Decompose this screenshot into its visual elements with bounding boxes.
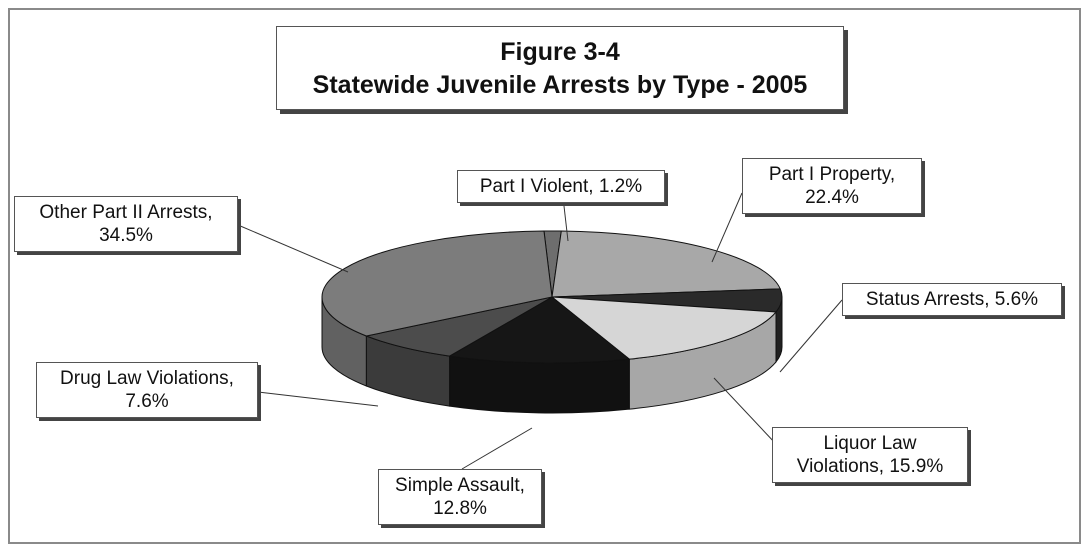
pie-slice-drug-law-violations [364,296,553,357]
pie-slice-simple-assault [448,296,631,364]
leader-lines [237,192,843,470]
label-status-arrests-line-1: Status Arrests, 5.6% [865,289,1039,310]
leader-line-other-part-ii [237,224,349,273]
label-drug-law-line-2: 7.6% [125,391,169,412]
pie-slice-other-part-ii-arrests [321,230,553,337]
pie-slice-liquor-law-violations [550,296,777,360]
label-simple-assault-line-1: Simple Assault, [395,475,525,496]
leader-line-liquor-law [713,377,777,445]
label-liquor-law-line-1: Liquor Law [823,433,917,454]
leader-line-part-i-violent [563,205,569,242]
label-simple-assault-line-2: 12.8% [433,498,487,519]
leader-line-simple-assault [461,427,533,470]
label-liquor-law: Liquor Law Violations, 15.9% [772,427,968,483]
label-part-i-violent: Part I Violent, 1.2% [457,170,665,203]
label-part-i-property-line-1: Part I Property, [768,164,896,185]
label-drug-law: Drug Law Violations, 7.6% [36,362,258,418]
label-part-i-property: Part I Property, 22.4% [742,158,922,214]
chart-title-line-1: Figure 3-4 [500,38,620,66]
leader-line-drug-law [257,391,379,407]
leader-line-status-arrests [779,299,843,373]
pie-sides [321,296,783,414]
label-other-part-ii-line-2: 34.5% [99,225,153,246]
label-other-part-ii-line-1: Other Part II Arrests, [39,202,213,223]
label-simple-assault: Simple Assault, 12.8% [378,469,542,525]
label-drug-law-line-1: Drug Law Violations, [60,368,234,389]
pie-slice-part-i-property [551,230,782,298]
chart-title-box: Figure 3-4 Statewide Juvenile Arrests by… [276,26,844,110]
chart-title-line-2: Statewide Juvenile Arrests by Type - 200… [312,71,808,99]
label-status-arrests: Status Arrests, 5.6% [842,283,1062,316]
leader-line-part-i-property [711,192,743,263]
pie-tops [321,230,783,364]
label-other-part-ii: Other Part II Arrests, 34.5% [14,196,238,252]
label-part-i-property-line-2: 22.4% [805,187,859,208]
chart-frame: Figure 3-4 Statewide Juvenile Arrests by… [8,8,1081,544]
label-liquor-law-line-2: Violations, 15.9% [796,456,944,477]
pie-side-simple-assault [449,355,630,414]
label-part-i-violent-line-1: Part I Violent, 1.2% [479,176,643,197]
